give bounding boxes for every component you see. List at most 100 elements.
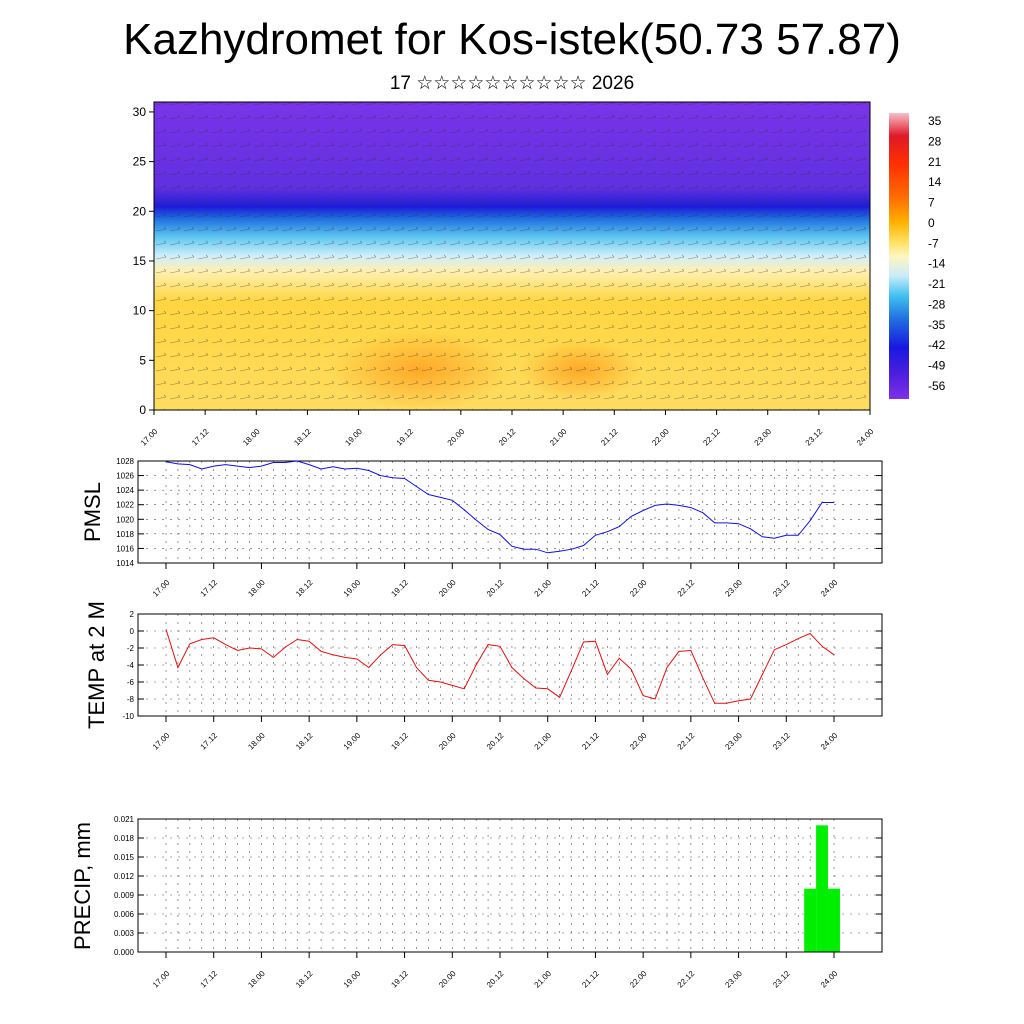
chart-title: Kazhydromet for Kos-istek(50.73 57.87) xyxy=(123,15,901,64)
cs-y-tick-label: 15 xyxy=(133,254,147,268)
y-tick-label: 0.006 xyxy=(114,910,135,919)
y-tick-label: 1020 xyxy=(116,515,134,524)
temp-series-line xyxy=(165,629,835,704)
cross-section-y-axis: 0 5 10 15 20 25 30 xyxy=(133,105,154,417)
y-tick-label: 1026 xyxy=(116,472,134,481)
x-tick-label: 17.12 xyxy=(199,731,220,752)
y-tick-label: 0 xyxy=(130,627,135,636)
cross-section-x-axis: 17.00 17.12 18.00 18.12 19.00 19.12 20.00 20.12… xyxy=(139,410,876,448)
x-tick-label: 19.00 xyxy=(342,731,363,752)
pmsl-axis-title: PMSL xyxy=(80,482,105,542)
y-tick-label: 0.009 xyxy=(114,891,135,900)
cs-y-tick-label: 30 xyxy=(133,105,147,119)
cs-x-tick-label: 19.00 xyxy=(343,427,364,448)
x-tick-label: 19.00 xyxy=(342,578,363,599)
x-tick-label: 23.12 xyxy=(771,731,792,752)
temp-x-axis: 17.00 17.12 18.00 18.12 19.00 19.12 20.00 20.12… xyxy=(151,716,840,752)
colorbar-label: -21 xyxy=(928,277,946,291)
x-tick-label: 21.12 xyxy=(580,969,601,990)
precip-grid xyxy=(138,818,882,953)
x-tick-label: 17.00 xyxy=(151,731,172,752)
y-tick-label: 1024 xyxy=(116,486,134,495)
x-tick-label: 19.12 xyxy=(389,969,410,990)
colorbar-label: -28 xyxy=(928,297,946,311)
cross-section-panel: 0 5 10 15 20 25 30 17.00 17.12 18.00 18.12 19.00 19… xyxy=(133,101,876,448)
chart-subtitle: 17 ☆☆☆☆☆☆☆☆☆☆ 2026 xyxy=(389,73,635,94)
x-tick-label: 23.00 xyxy=(723,969,744,990)
cs-y-tick-label: 20 xyxy=(133,204,147,218)
x-tick-label: 23.12 xyxy=(771,578,792,599)
colorbar-label: -35 xyxy=(928,318,946,332)
colorbar-label: -14 xyxy=(928,257,946,271)
x-tick-label: 19.12 xyxy=(389,578,410,599)
cs-x-tick-label: 21.00 xyxy=(548,427,569,448)
precip-bar xyxy=(804,888,817,952)
wind-vector-field xyxy=(154,102,870,410)
precip-bar xyxy=(828,888,840,952)
cs-x-tick-label: 23.00 xyxy=(753,427,774,448)
temp-y-axis: -10 -8 -6 -4 -2 0 2 xyxy=(122,610,882,721)
pmsl-x-axis: 17.00 17.12 18.00 18.12 19.00 19.12 20.00 20.12… xyxy=(151,563,840,599)
cs-y-tick-label: 10 xyxy=(133,304,147,318)
y-tick-label: 1018 xyxy=(116,530,134,539)
y-tick-label: 1014 xyxy=(116,559,134,568)
pmsl-frame xyxy=(137,460,883,564)
cs-x-tick-label: 20.12 xyxy=(497,427,518,448)
x-tick-label: 21.00 xyxy=(533,731,554,752)
pmsl-grid xyxy=(138,460,882,564)
x-tick-label: 17.00 xyxy=(151,578,172,599)
cs-y-tick-label: 0 xyxy=(139,403,146,417)
y-tick-label: 0.003 xyxy=(114,929,135,938)
y-tick-label: 1028 xyxy=(116,457,134,466)
x-tick-label: 17.12 xyxy=(199,578,220,599)
cs-x-tick-label: 23.12 xyxy=(804,427,825,448)
x-tick-label: 18.00 xyxy=(246,969,267,990)
cs-x-tick-label: 18.00 xyxy=(241,427,262,448)
y-tick-label: -6 xyxy=(127,678,135,687)
x-tick-label: 20.00 xyxy=(437,731,458,752)
x-tick-label: 21.00 xyxy=(533,969,554,990)
x-tick-label: 24.00 xyxy=(819,578,840,599)
temp-axis-title: TEMP at 2 M xyxy=(84,601,109,729)
cs-x-tick-label: 22.12 xyxy=(701,427,722,448)
x-tick-label: 18.12 xyxy=(294,731,315,752)
colorbar-label: -42 xyxy=(928,338,946,352)
cs-x-tick-label: 21.12 xyxy=(599,427,620,448)
y-tick-label: 2 xyxy=(130,610,135,619)
y-tick-label: 1022 xyxy=(116,501,134,510)
cs-x-tick-label: 24.00 xyxy=(855,427,876,448)
y-tick-label: 0.018 xyxy=(114,834,135,843)
colorbar-label: 21 xyxy=(928,155,942,169)
x-tick-label: 19.12 xyxy=(389,731,410,752)
cs-x-tick-label: 17.00 xyxy=(139,427,160,448)
y-tick-label: 0.000 xyxy=(114,948,135,957)
cs-x-tick-label: 20.00 xyxy=(446,427,467,448)
cs-y-tick-label: 5 xyxy=(139,353,146,367)
y-tick-label: -10 xyxy=(122,712,134,721)
x-tick-label: 18.12 xyxy=(294,969,315,990)
precip-axis-title: PRECIP, mm xyxy=(70,822,95,950)
colorbar-label: 0 xyxy=(928,216,935,230)
y-tick-label: 1016 xyxy=(116,544,134,553)
x-tick-label: 18.00 xyxy=(246,578,267,599)
x-tick-label: 23.12 xyxy=(771,969,792,990)
x-tick-label: 18.12 xyxy=(294,578,315,599)
x-tick-label: 20.12 xyxy=(485,969,506,990)
x-tick-label: 23.00 xyxy=(723,731,744,752)
x-tick-label: 22.00 xyxy=(628,578,649,599)
y-tick-label: 0.021 xyxy=(114,815,135,824)
x-tick-label: 22.12 xyxy=(676,578,697,599)
x-tick-label: 24.00 xyxy=(819,731,840,752)
x-tick-label: 21.12 xyxy=(580,578,601,599)
x-tick-label: 20.00 xyxy=(437,578,458,599)
x-tick-label: 21.12 xyxy=(580,731,601,752)
x-tick-label: 22.00 xyxy=(628,731,649,752)
cs-x-tick-label: 19.12 xyxy=(395,427,416,448)
colorbar: 35 28 21 14 7 0 -7 -14 -21 -28 -35 -42 -49 -56 xyxy=(889,113,946,399)
x-tick-label: 22.12 xyxy=(676,969,697,990)
colorbar-label: -56 xyxy=(928,379,946,393)
pmsl-panel: 1014 1016 1018 1020 1022 1024 1026 1028 17.00 17… xyxy=(80,457,883,599)
precip-y-axis: 0.000 0.003 0.006 0.009 0.012 0.015 0.018 0.021 xyxy=(114,815,882,957)
precip-bars xyxy=(804,825,840,952)
